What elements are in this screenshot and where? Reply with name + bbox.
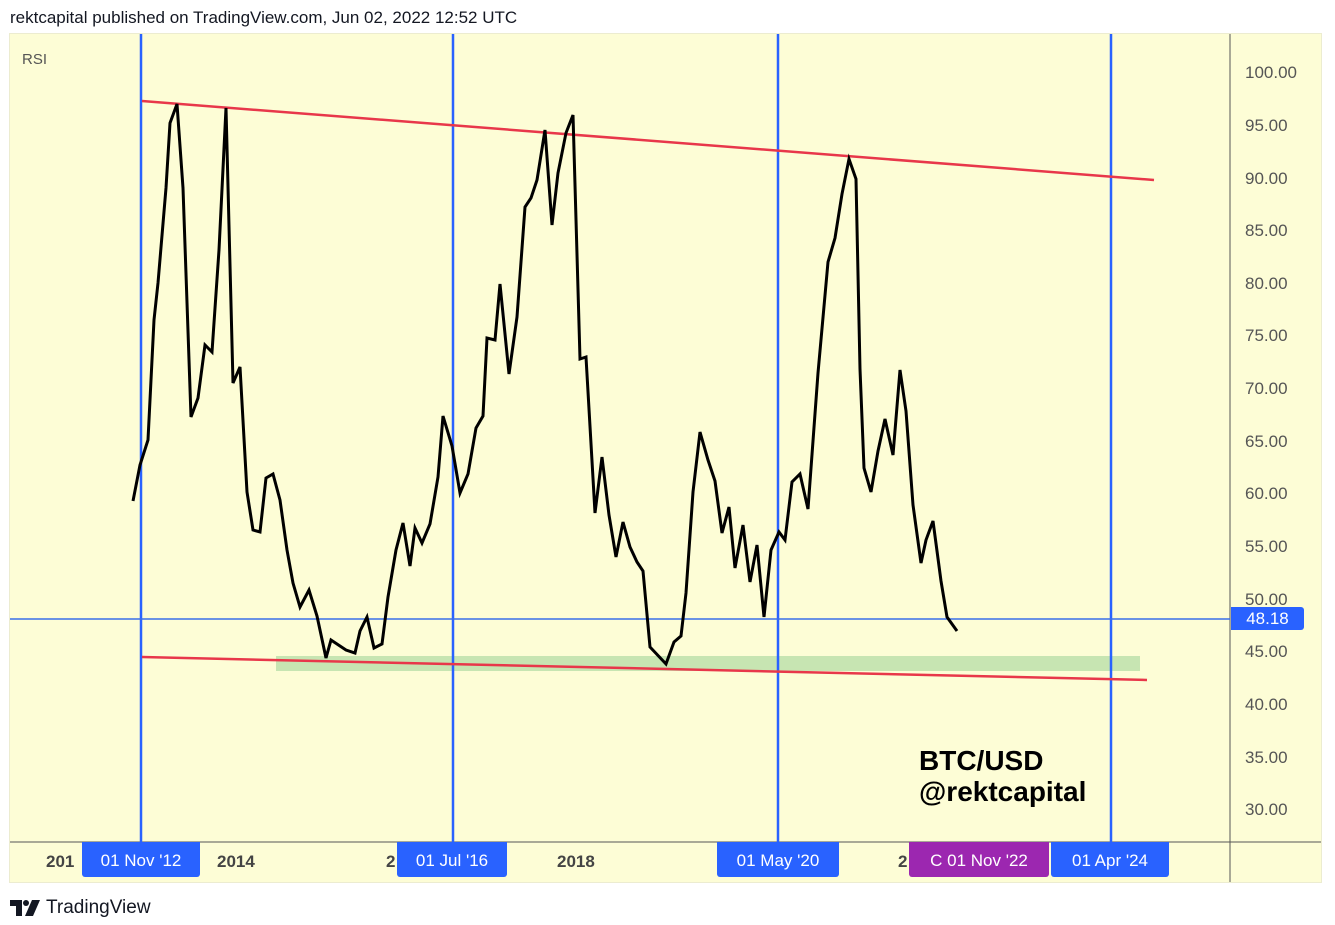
date-marker-tag: 01 May '20 [717,842,839,877]
price-scale-tick: 60.00 [1245,484,1288,503]
upper-trendline [141,99,1155,182]
price-scale-tick: 75.00 [1245,326,1288,345]
price-scale-tick: 85.00 [1245,221,1288,240]
time-scale-label: 2 [898,852,908,871]
date-marker-tag: 01 Jul '16 [397,842,507,877]
footer-brand-label: TradingView [46,897,151,918]
price-scale-tick: 90.00 [1245,169,1288,188]
price-scale-tick: 30.00 [1245,800,1288,819]
watermark: BTC/USD @rektcapital [919,745,1086,807]
tradingview-logo-icon [10,900,40,916]
price-scale-tick: 50.00 [1245,590,1288,609]
time-scale-label: 2014 [217,852,255,871]
price-scale-tick: 95.00 [1245,116,1288,135]
price-scale-tick: 40.00 [1245,695,1288,714]
cycle-vertical-lines [139,34,1113,842]
publish-header: rektcapital published on TradingView.com… [10,8,518,27]
price-scale-tick: 65.00 [1245,432,1288,451]
footer-brand[interactable]: TradingView [10,897,151,919]
support-zone [276,656,1140,671]
price-scale-tick: 100.00 [1245,63,1297,82]
time-scale-label: 201 [46,852,75,871]
watermark-symbol: BTC/USD [919,745,1044,776]
price-scale-tick: 70.00 [1245,379,1288,398]
current-value-tag: 48.18 [1231,607,1304,630]
date-marker-tag: C 01 Nov '22 [909,842,1049,877]
price-scale-tick: 55.00 [1245,537,1288,556]
date-marker-tag: 01 Apr '24 [1051,842,1169,877]
time-scale-label: 2018 [557,852,595,871]
date-marker-tag: 01 Nov '12 [82,842,200,877]
time-scale-label: 2 [386,852,396,871]
watermark-author: @rektcapital [919,776,1087,807]
price-scale-tick: 35.00 [1245,748,1288,767]
indicator-label: RSI [22,51,48,68]
rsi-line [131,103,959,667]
price-scale-tick: 45.00 [1245,642,1288,661]
price-scale-tick: 80.00 [1245,274,1288,293]
lower-trendline [141,655,1148,682]
